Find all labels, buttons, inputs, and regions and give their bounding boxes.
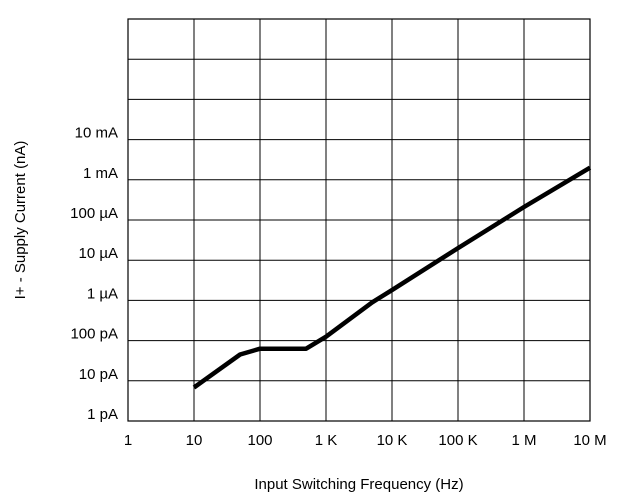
y-tick-label: 10 µA <box>79 245 119 262</box>
y-axis-label: I+ - Supply Current (nA) <box>12 141 29 300</box>
grid <box>128 19 590 421</box>
y-tick-labels: 1 pA 10 pA 100 pA 1 µA 10 µA 100 µA 1 mA 10 mA <box>70 125 118 423</box>
x-tick-label: 100 K <box>438 432 477 449</box>
x-tick-label: 100 <box>247 432 272 449</box>
x-tick-label: 10 M <box>573 432 606 449</box>
x-tick-label: 1 M <box>511 432 536 449</box>
x-tick-labels: 1 10 100 1 K 10 K 100 K 1 M 10 M <box>124 432 607 449</box>
y-tick-label: 10 pA <box>79 366 118 383</box>
x-tick-label: 1 <box>124 432 132 449</box>
x-axis-label: Input Switching Frequency (Hz) <box>254 476 463 493</box>
x-tick-label: 1 K <box>315 432 338 449</box>
x-tick-label: 10 <box>186 432 203 449</box>
y-tick-label: 1 µA <box>87 285 118 302</box>
y-tick-label: 100 pA <box>70 326 118 343</box>
y-tick-label: 1 pA <box>87 406 118 423</box>
x-tick-label: 10 K <box>377 432 408 449</box>
series-layer <box>192 165 592 390</box>
y-tick-label: 1 mA <box>83 165 118 182</box>
supply-current-line <box>192 165 592 390</box>
y-tick-label: 10 mA <box>75 125 118 142</box>
plot-frame <box>127 18 591 422</box>
y-tick-label: 100 µA <box>70 205 118 222</box>
